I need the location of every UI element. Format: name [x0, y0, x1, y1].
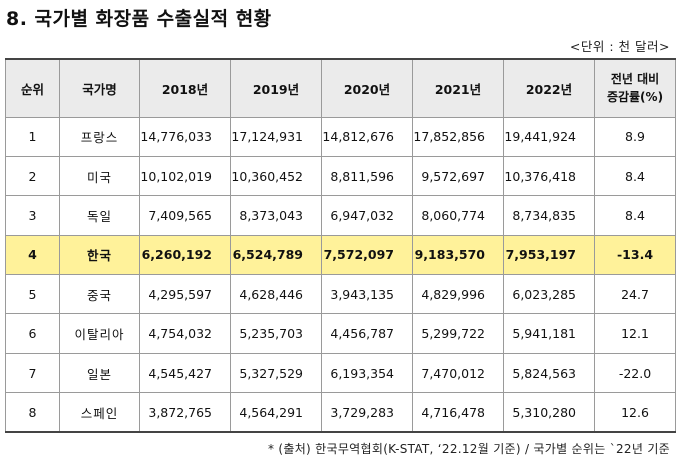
- header-country: 국가명: [59, 58, 140, 118]
- change-cell: 12.1: [594, 313, 676, 354]
- country-cell: 프랑스: [59, 116, 140, 157]
- change-cell: 8.4: [594, 155, 676, 197]
- rank-cell: 4: [5, 234, 60, 276]
- value-2018-cell: 14,776,033: [139, 116, 231, 157]
- header-2022: 2022년: [503, 58, 595, 118]
- value-2021-cell: 9,183,570: [412, 234, 504, 276]
- value-2018-cell: 4,754,032: [139, 313, 231, 354]
- country-cell: 독일: [59, 195, 140, 236]
- header-2020: 2020년: [321, 58, 413, 118]
- table-row: 4 한국 6,260,192 6,524,789 7,572,097 9,183,570 7…: [5, 234, 676, 276]
- unit-label: <단위 : 천 달러>: [569, 39, 670, 54]
- country-cell: 일본: [59, 352, 140, 394]
- change-cell: 24.7: [594, 274, 676, 315]
- value-2018-cell: 3,872,765: [139, 392, 231, 433]
- header-row: 순위 국가명 2018년 2019년 2020년 2021년 2022년 전년 …: [5, 58, 676, 118]
- table-row: 6 이탈리아 4,754,032 5,235,703 4,456,787 5,299,72…: [5, 313, 676, 354]
- header-2018: 2018년: [139, 58, 231, 118]
- value-2021-cell: 4,829,996: [412, 274, 504, 315]
- value-2022-cell: 5,310,280: [503, 392, 595, 433]
- rank-cell: 6: [5, 313, 60, 354]
- table-row: 8 스페인 3,872,765 4,564,291 3,729,283 4,716,478…: [5, 392, 676, 433]
- rank-cell: 3: [5, 195, 60, 236]
- value-2018-cell: 7,409,565: [139, 195, 231, 236]
- value-2022-cell: 8,734,835: [503, 195, 595, 236]
- value-2021-cell: 5,299,722: [412, 313, 504, 354]
- table-row: 2 미국 10,102,019 10,360,452 8,811,596 9,572,69…: [5, 155, 676, 197]
- change-cell: 8.9: [594, 116, 676, 157]
- country-cell: 중국: [59, 274, 140, 315]
- value-2022-cell: 19,441,924: [503, 116, 595, 157]
- value-2019-cell: 10,360,452: [230, 155, 322, 197]
- export-table: 순위 국가명 2018년 2019년 2020년 2021년 2022년 전년 …: [5, 58, 676, 434]
- value-2021-cell: 7,470,012: [412, 352, 504, 394]
- change-cell: -22.0: [594, 352, 676, 394]
- value-2019-cell: 8,373,043: [230, 195, 322, 236]
- value-2019-cell: 5,327,529: [230, 352, 322, 394]
- value-2022-cell: 10,376,418: [503, 155, 595, 197]
- value-2019-cell: 6,524,789: [230, 234, 322, 276]
- table-row: 3 독일 7,409,565 8,373,043 6,947,032 8,060,774 8…: [5, 195, 676, 236]
- value-2020-cell: 7,572,097: [321, 234, 413, 276]
- value-2019-cell: 17,124,931: [230, 116, 322, 157]
- country-cell: 스페인: [59, 392, 140, 433]
- value-2020-cell: 3,943,135: [321, 274, 413, 315]
- rank-cell: 1: [5, 116, 60, 157]
- change-cell: 12.6: [594, 392, 676, 433]
- table-row: 5 중국 4,295,597 4,628,446 3,943,135 4,829,996 6…: [5, 274, 676, 315]
- value-2018-cell: 6,260,192: [139, 234, 231, 276]
- table-row: 7 일본 4,545,427 5,327,529 6,193,354 7,470,012 5…: [5, 352, 676, 394]
- rank-cell: 8: [5, 392, 60, 433]
- change-cell: 8.4: [594, 195, 676, 236]
- value-2018-cell: 10,102,019: [139, 155, 231, 197]
- value-2020-cell: 3,729,283: [321, 392, 413, 433]
- country-cell: 한국: [59, 234, 140, 276]
- value-2022-cell: 7,953,197: [503, 234, 595, 276]
- value-2018-cell: 4,295,597: [139, 274, 231, 315]
- value-2021-cell: 9,572,697: [412, 155, 504, 197]
- source-note: * (출처) 한국무역협회(K-STAT, ‘22.12월 기준) / 국가별 …: [267, 442, 670, 456]
- table-body: 1 프랑스 14,776,033 17,124,931 14,812,676 17,852…: [5, 116, 676, 433]
- header-change-line1: 전년 대비: [610, 72, 660, 87]
- value-2021-cell: 8,060,774: [412, 195, 504, 236]
- change-cell: -13.4: [594, 234, 676, 276]
- rank-cell: 2: [5, 155, 60, 197]
- value-2022-cell: 6,023,285: [503, 274, 595, 315]
- value-2018-cell: 4,545,427: [139, 352, 231, 394]
- country-cell: 미국: [59, 155, 140, 197]
- value-2020-cell: 6,193,354: [321, 352, 413, 394]
- header-2019: 2019년: [230, 58, 322, 118]
- value-2021-cell: 4,716,478: [412, 392, 504, 433]
- rank-cell: 7: [5, 352, 60, 394]
- value-2020-cell: 8,811,596: [321, 155, 413, 197]
- value-2019-cell: 4,628,446: [230, 274, 322, 315]
- header-rank: 순위: [5, 58, 60, 118]
- value-2019-cell: 4,564,291: [230, 392, 322, 433]
- value-2020-cell: 4,456,787: [321, 313, 413, 354]
- rank-cell: 5: [5, 274, 60, 315]
- table-row: 1 프랑스 14,776,033 17,124,931 14,812,676 17,852…: [5, 116, 676, 157]
- header-change-line2: 증감률(%): [606, 90, 664, 105]
- value-2021-cell: 17,852,856: [412, 116, 504, 157]
- country-cell: 이탈리아: [59, 313, 140, 354]
- value-2019-cell: 5,235,703: [230, 313, 322, 354]
- value-2020-cell: 6,947,032: [321, 195, 413, 236]
- value-2022-cell: 5,941,181: [503, 313, 595, 354]
- value-2022-cell: 5,824,563: [503, 352, 595, 394]
- value-2020-cell: 14,812,676: [321, 116, 413, 157]
- header-2021: 2021년: [412, 58, 504, 118]
- page-title: 8. 국가별 화장품 수출실적 현황: [6, 8, 272, 30]
